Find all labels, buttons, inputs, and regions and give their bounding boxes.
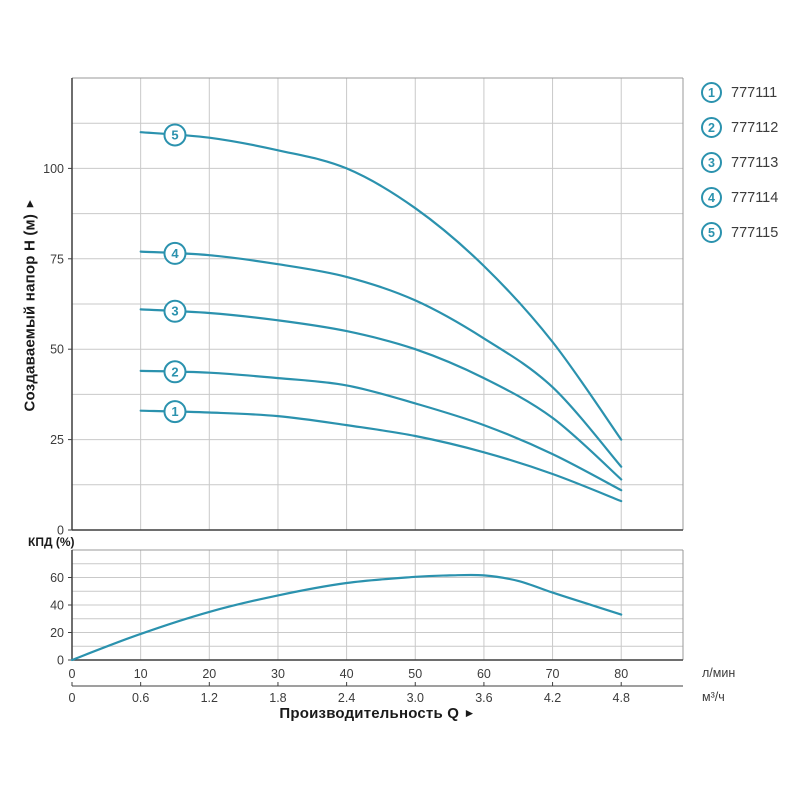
- y-tick-label: 20: [50, 626, 64, 640]
- x-tick-label-lmin: 70: [546, 667, 560, 681]
- x-unit-primary: л/мин: [702, 666, 736, 680]
- curve-777111: [139, 409, 623, 503]
- y-axis-arrow-icon: ►: [22, 196, 37, 210]
- legend-model-code: 777111: [731, 84, 778, 101]
- x-tick-label-lmin: 60: [477, 667, 491, 681]
- x-tick-label-m3h: 4.2: [544, 691, 561, 705]
- x-tick-label-m3h: 0: [69, 691, 76, 705]
- curve-777114: [139, 250, 623, 468]
- x-tick-label-m3h: 2.4: [338, 691, 355, 705]
- legend-number-badge: 4: [701, 187, 722, 208]
- y-tick-label: 40: [50, 599, 64, 613]
- legend-number-badge: 1: [701, 82, 722, 103]
- legend-model-code: 777115: [731, 224, 779, 241]
- legend-item: 3 777113: [701, 152, 778, 173]
- y-tick-label: 0: [57, 524, 64, 538]
- curve-number-label: 2: [171, 364, 178, 379]
- legend-model-code: 777114: [731, 189, 779, 206]
- y-axis-title: Создаваемый напор H (м) ►: [16, 78, 44, 530]
- x-tick-label-lmin: 30: [271, 667, 285, 681]
- x-tick-label-lmin: 20: [202, 667, 216, 681]
- curve-number-label: 4: [171, 246, 179, 261]
- legend-number-badge: 2: [701, 117, 722, 138]
- y-tick-label: 25: [50, 433, 64, 447]
- x-tick-label-m3h: 0.6: [132, 691, 149, 705]
- efficiency-curve: [70, 573, 623, 662]
- x-tick-label-m3h: 3.6: [475, 691, 492, 705]
- legend-number-badge: 5: [701, 222, 722, 243]
- x-axis-title: Производительность Q ►: [72, 705, 683, 722]
- efficiency-axis-title: КПД (%): [28, 535, 75, 549]
- curve-number-marker-2: [163, 360, 187, 384]
- x-tick-label-lmin: 80: [614, 667, 628, 681]
- x-tick-label-m3h: 4.8: [613, 691, 630, 705]
- x-axis-title-text: Производительность Q: [279, 705, 460, 722]
- legend-item: 5 777115: [701, 222, 778, 243]
- y-tick-label: 75: [50, 252, 64, 266]
- curve-number-label: 5: [171, 127, 178, 142]
- curve-number-marker-4: [163, 241, 187, 265]
- x-tick-label-m3h: 1.8: [269, 691, 286, 705]
- curve-777115: [139, 131, 623, 441]
- curve-777113: [139, 308, 623, 481]
- curve-number-marker-1: [163, 400, 187, 424]
- curve-number-marker-5: [163, 123, 187, 147]
- y-tick-label: 60: [50, 571, 64, 585]
- x-axis-arrow-icon: ►: [463, 706, 476, 720]
- legend-model-code: 777113: [731, 154, 779, 171]
- x-unit-secondary: м³/ч: [702, 690, 725, 704]
- y-tick-label: 50: [50, 343, 64, 357]
- x-tick-label-m3h: 1.2: [201, 691, 218, 705]
- legend-item: 1 777111: [701, 82, 778, 103]
- x-tick-label-m3h: 3.0: [407, 691, 424, 705]
- legend-model-code: 777112: [731, 119, 779, 136]
- y-tick-label: 0: [57, 654, 64, 668]
- y-axis-title-text: Создаваемый напор H (м): [21, 213, 39, 412]
- curve-number-label: 3: [171, 304, 178, 319]
- curve-number-label: 1: [171, 404, 178, 419]
- legend-item: 4 777114: [701, 187, 778, 208]
- x-tick-label-lmin: 10: [134, 667, 148, 681]
- legend-item: 2 777112: [701, 117, 778, 138]
- legend: 1 777111 2 777112 3 777113 4 777114 5 77…: [701, 82, 778, 257]
- x-tick-label-lmin: 40: [340, 667, 354, 681]
- y-tick-label: 100: [43, 162, 64, 176]
- curve-number-marker-3: [163, 299, 187, 323]
- legend-number-badge: 3: [701, 152, 722, 173]
- x-tick-label-lmin: 0: [69, 667, 76, 681]
- curve-777112: [139, 369, 623, 492]
- x-tick-label-lmin: 50: [408, 667, 422, 681]
